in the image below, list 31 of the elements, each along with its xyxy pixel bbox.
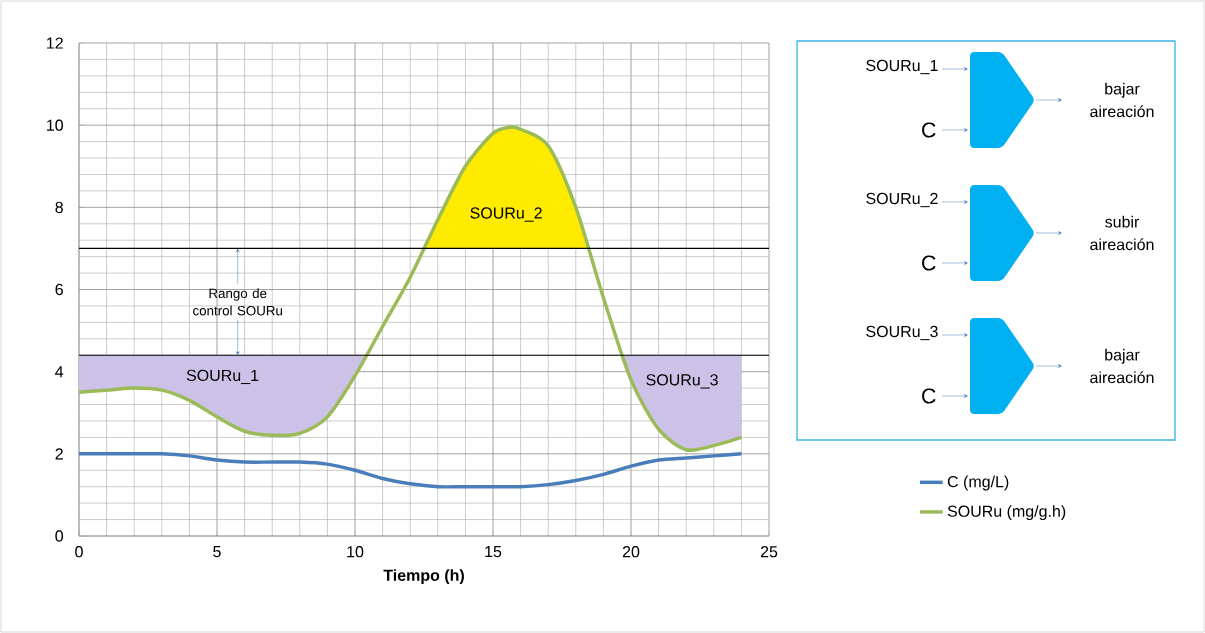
series-label: SOURu_3	[646, 374, 718, 389]
legend-label: SOURu (mg/g.h)	[947, 505, 1066, 521]
x-tick-label: 20	[622, 546, 640, 558]
text: C	[922, 388, 936, 404]
x-tick-label: 15	[485, 546, 502, 558]
y-tick-label: 12	[47, 37, 63, 49]
line-series	[77, 125, 744, 452]
text: subir aireación	[1090, 215, 1154, 251]
legend-label: C (mg/L)	[947, 475, 1009, 491]
text: bajar aireación	[1090, 348, 1154, 384]
text: SOURu_1	[866, 59, 938, 75]
y-tick-label: 6	[55, 283, 63, 296]
y-tick-label: 8	[55, 201, 63, 213]
line-series	[77, 451, 744, 489]
y-tick-label: 2	[55, 448, 63, 460]
series-label: SOURu_2	[470, 207, 542, 222]
x-axis-title: Tiempo (h)	[383, 569, 464, 585]
y-tick-label: 4	[55, 366, 64, 378]
x-tick-label: 25	[760, 546, 778, 558]
x-tick-label: 5	[213, 546, 221, 558]
ref-line-label: Rango de control SOURu	[193, 288, 282, 316]
text: SOURu_2	[866, 192, 938, 208]
series-label: SOURu_1	[186, 369, 259, 385]
x-tick-label: 0	[75, 546, 83, 558]
y-tick-label: 10	[47, 119, 64, 131]
text: C	[922, 122, 936, 138]
text: SOURu_3	[866, 325, 938, 341]
y-tick-label: 0	[55, 530, 64, 542]
text: C	[922, 255, 936, 271]
x-tick-label: 10	[347, 546, 364, 558]
text: bajar aireación	[1090, 82, 1154, 118]
